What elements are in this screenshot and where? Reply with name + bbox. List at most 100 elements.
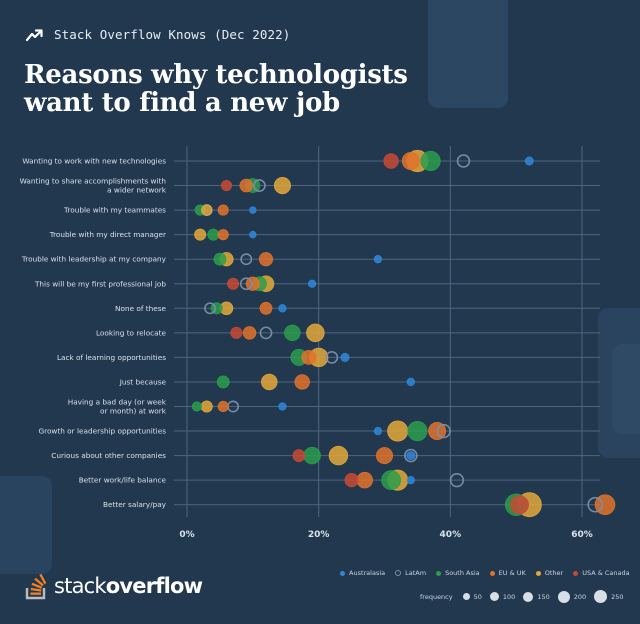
category-label-line: Wanting to share accomplishments with: [20, 177, 166, 186]
data-point-australasia: [278, 402, 287, 411]
category-label: Looking to relocate: [96, 328, 167, 337]
data-point-other: [194, 228, 207, 241]
data-point-australasia: [249, 230, 257, 239]
legend-label: Australasia: [349, 569, 386, 577]
page-title: Reasons why technologists want to find a…: [24, 61, 408, 117]
stack-overflow-wordmark: stackoverflow: [54, 574, 203, 598]
frequency-legend-item: 150: [523, 591, 550, 602]
data-point-south-asia: [381, 470, 401, 491]
category-label: Trouble with my direct manager: [49, 230, 166, 239]
background-folder-shape: [612, 344, 640, 434]
category-label: Lack of learning opportunities: [57, 353, 166, 362]
legend-swatch: [535, 570, 541, 576]
data-point-usa-canada: [220, 179, 233, 192]
data-point-latam: [456, 154, 471, 168]
category-label-line: a wider network: [107, 186, 167, 195]
x-tick-label: 20%: [308, 530, 330, 540]
wordmark-part-1: stack: [54, 574, 107, 598]
frequency-size-circle: [523, 591, 534, 602]
page-title-line-2: want to find a new job: [24, 88, 340, 118]
data-point-other: [200, 400, 213, 413]
legend-label: LatAm: [405, 569, 427, 577]
stack-overflow-logo: stackoverflow: [24, 571, 203, 601]
data-point-australasia: [406, 377, 415, 387]
data-point-eu-uk: [259, 301, 273, 315]
frequency-size-label: 200: [573, 592, 587, 601]
data-point-australasia: [340, 352, 350, 362]
data-point-other: [328, 445, 349, 466]
frequency-legend-label: frequency: [420, 592, 453, 601]
frequency-size-label: 250: [611, 592, 624, 601]
frequency-legend-item: 250: [594, 590, 624, 603]
data-point-latam: [240, 253, 253, 266]
frequency-legend: frequency 50 100 150 200 250: [420, 590, 632, 603]
category-label: None of these: [115, 304, 166, 313]
legend-label: South Asia: [445, 569, 480, 577]
data-point-usa-canada: [344, 473, 359, 488]
frequency-size-circle: [462, 593, 470, 600]
data-point-eu-uk: [356, 471, 374, 489]
data-point-usa-canada: [292, 449, 306, 462]
data-point-australasia: [278, 304, 287, 313]
region-legend: Australasia LatAm South Asia EU & UK Other US…: [340, 569, 630, 577]
legend-swatch: [395, 570, 402, 576]
frequency-size-label: 50: [473, 592, 482, 601]
legend-swatch: [489, 570, 495, 576]
data-point-australasia: [524, 156, 534, 166]
data-point-australasia: [249, 206, 257, 214]
data-point-eu-uk: [239, 178, 254, 193]
data-point-south-asia: [420, 150, 441, 172]
legend-item: Other: [535, 569, 564, 577]
data-point-other: [387, 420, 409, 442]
data-point-latam: [259, 326, 273, 340]
data-point-australasia: [307, 279, 317, 288]
frequency-size-label: 100: [502, 592, 516, 601]
legend-label: EU & UK: [498, 569, 526, 577]
frequency-size-label: 150: [537, 592, 550, 601]
data-point-south-asia: [303, 446, 321, 465]
data-point-australasia: [373, 426, 383, 436]
data-point-south-asia: [213, 252, 227, 266]
data-point-south-asia: [407, 420, 428, 442]
legend-swatch: [573, 570, 579, 576]
data-point-latam: [404, 448, 418, 463]
data-point-eu-uk: [217, 204, 229, 216]
background-folder-shape: [428, 0, 508, 108]
data-point-eu-uk: [245, 276, 260, 291]
x-tick-label: 60%: [571, 530, 593, 540]
data-point-eu-uk: [242, 326, 257, 340]
stack-overflow-icon: [25, 573, 47, 600]
frequency-size-circle: [489, 592, 499, 601]
page-title-line-1: Reasons why technologists: [24, 60, 408, 90]
legend-label: USA & Canada: [582, 569, 630, 577]
legend-item: Australasia: [340, 569, 385, 577]
data-point-south-asia: [191, 401, 202, 412]
x-tick-label: 40%: [440, 530, 462, 540]
legend-swatch: [340, 570, 345, 576]
data-point-latam: [239, 277, 253, 291]
legend-swatch: [436, 570, 442, 576]
data-point-latam: [436, 423, 451, 439]
legend-item: South Asia: [436, 569, 480, 577]
category-label: Having a bad day (or week or month) at wo…: [68, 398, 167, 416]
category-label: Wanting to share accomplishments with a w…: [20, 177, 167, 195]
data-point-eu-uk: [375, 447, 394, 465]
data-point-australasia: [406, 451, 416, 461]
data-point-latam: [449, 472, 465, 488]
data-point-south-asia: [284, 324, 301, 342]
category-label: Wanting to work with new technologies: [22, 157, 166, 166]
category-label: Growth or leadership opportunities: [38, 427, 166, 436]
frequency-legend-item: 50: [462, 592, 482, 601]
data-point-south-asia: [207, 228, 220, 241]
wordmark-part-2: overflow: [105, 574, 203, 598]
frequency-legend-item: 200: [557, 590, 587, 603]
category-label: Better salary/pay: [103, 500, 167, 509]
data-point-eu-uk: [294, 374, 310, 390]
legend-label: Other: [544, 569, 564, 577]
category-label-line: or month) at work: [100, 407, 167, 416]
report-header: Stack Overflow Knows (Dec 2022): [26, 27, 290, 42]
data-point-eu-uk: [401, 151, 420, 171]
data-point-south-asia: [216, 375, 230, 389]
category-label: Trouble with my teammates: [63, 206, 166, 215]
legend-item: EU & UK: [489, 569, 526, 577]
